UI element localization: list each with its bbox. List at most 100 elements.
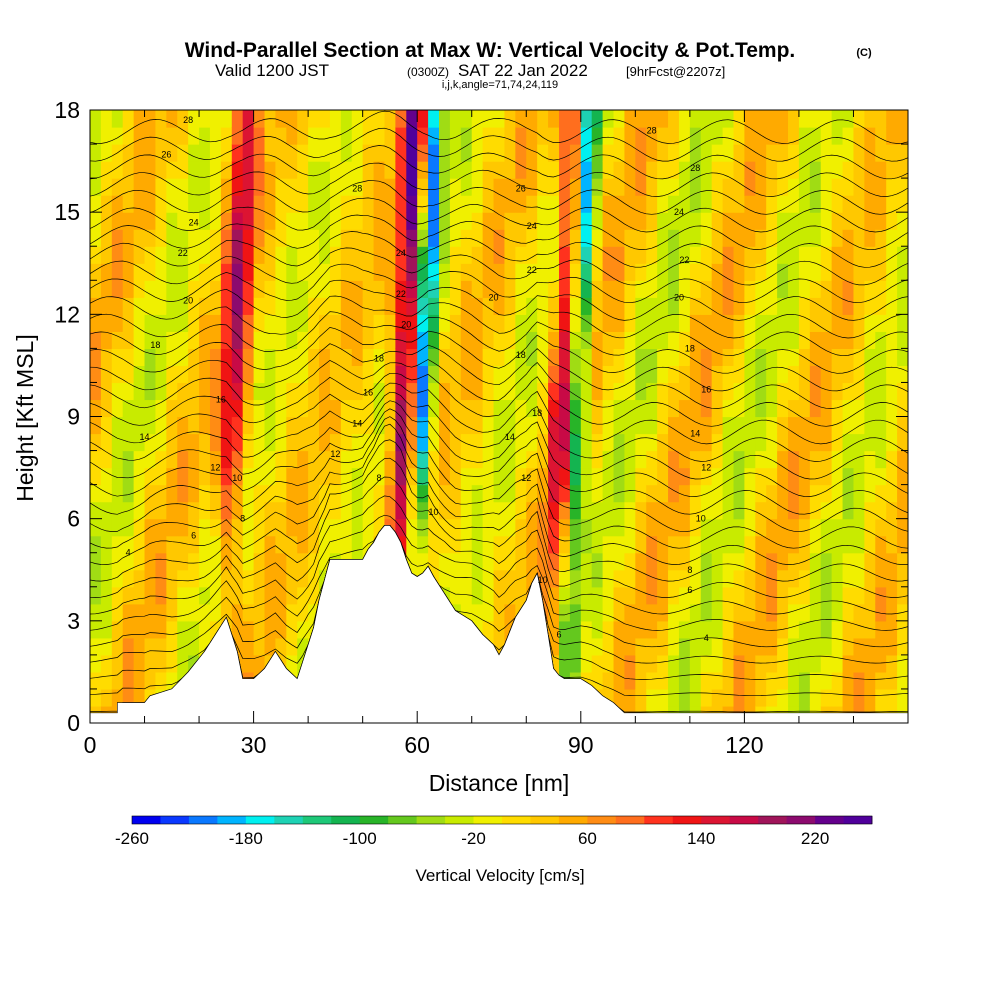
velocity-cell	[788, 637, 800, 656]
velocity-cell	[569, 569, 582, 588]
velocity-cell	[635, 348, 647, 367]
velocity-cell	[493, 518, 506, 537]
velocity-cell	[842, 654, 855, 673]
velocity-cell	[809, 688, 822, 707]
velocity-cell	[177, 586, 189, 605]
velocity-cell	[264, 569, 277, 588]
velocity-cell	[199, 127, 211, 145]
velocity-cell	[231, 382, 244, 401]
velocity-cell	[242, 484, 255, 503]
velocity-cell	[253, 195, 266, 213]
velocity-cell	[329, 467, 342, 486]
velocity-cell	[766, 433, 778, 452]
velocity-cell	[373, 433, 386, 452]
velocity-cell	[384, 433, 396, 452]
velocity-cell	[340, 263, 353, 281]
velocity-cell	[602, 178, 615, 196]
velocity-cell	[624, 229, 636, 247]
velocity-cell	[569, 331, 582, 349]
velocity-cell	[166, 280, 178, 298]
velocity-cell	[188, 314, 200, 332]
velocity-cell	[526, 467, 538, 486]
velocity-cell	[558, 416, 571, 435]
velocity-cell	[548, 127, 560, 145]
velocity-cell	[220, 246, 233, 264]
velocity-cell	[482, 399, 495, 418]
velocity-cell	[428, 161, 440, 179]
velocity-cell	[319, 280, 331, 298]
velocity-cell	[722, 416, 735, 435]
velocity-cell	[558, 314, 571, 332]
velocity-cell	[297, 450, 309, 469]
velocity-cell	[111, 467, 124, 486]
velocity-cell	[460, 535, 473, 554]
velocity-cell	[668, 144, 680, 162]
theta-contours	[90, 110, 908, 713]
velocity-cell	[820, 654, 833, 673]
velocity-cell	[264, 637, 277, 656]
velocity-cell	[362, 450, 375, 469]
velocity-cell	[177, 212, 189, 230]
velocity-cell	[809, 552, 822, 571]
velocity-cell	[657, 671, 669, 690]
velocity-cell	[373, 416, 386, 435]
velocity-cell	[777, 212, 789, 230]
velocity-cell	[188, 348, 200, 367]
velocity-cell	[689, 144, 702, 162]
velocity-cell	[308, 586, 320, 605]
velocity-cell	[591, 501, 604, 520]
velocity-cell	[373, 127, 386, 145]
velocity-cell	[504, 246, 516, 264]
velocity-cell	[646, 314, 658, 332]
velocity-cell	[635, 314, 647, 332]
velocity-cell	[100, 450, 113, 469]
velocity-cell	[820, 246, 833, 264]
velocity-cell	[646, 620, 658, 639]
velocity-cell	[362, 297, 375, 315]
velocity-cell	[155, 399, 167, 418]
velocity-cell	[340, 348, 353, 367]
velocity-cell	[373, 484, 386, 503]
velocity-cell	[439, 212, 451, 230]
velocity-cell	[602, 586, 615, 605]
velocity-cell	[90, 688, 102, 707]
velocity-cell	[199, 535, 211, 554]
velocity-cell	[209, 127, 222, 145]
velocity-cell	[777, 569, 789, 588]
velocity-cell	[646, 110, 658, 128]
velocity-cell	[548, 365, 560, 384]
velocity-cell	[886, 110, 898, 128]
velocity-cell	[602, 569, 615, 588]
contour-label: 8	[377, 473, 382, 483]
velocity-cell	[340, 297, 353, 315]
velocity-cell	[569, 586, 582, 605]
velocity-cell	[526, 127, 538, 145]
velocity-cell	[711, 331, 724, 349]
velocity-cell	[351, 382, 364, 401]
velocity-cell	[526, 433, 538, 452]
velocity-cell	[668, 416, 680, 435]
velocity-cell	[700, 144, 713, 162]
velocity-cell	[242, 586, 255, 605]
velocity-cell	[428, 314, 440, 332]
velocity-cell	[166, 637, 178, 656]
velocity-cell	[144, 620, 157, 639]
velocity-cell	[220, 365, 233, 384]
velocity-cell	[264, 195, 277, 213]
velocity-cell	[439, 365, 451, 384]
velocity-cell	[635, 297, 647, 315]
velocity-cell	[722, 127, 735, 145]
velocity-cell	[788, 280, 800, 298]
velocity-cell	[100, 246, 113, 264]
velocity-cell	[744, 654, 756, 673]
velocity-cell	[569, 382, 582, 401]
velocity-cell	[569, 212, 582, 230]
velocity-cell	[809, 229, 822, 247]
velocity-cell	[395, 212, 407, 230]
velocity-cell	[646, 229, 658, 247]
velocity-cell	[526, 416, 538, 435]
contour-label: 10	[232, 473, 242, 483]
velocity-cell	[548, 552, 560, 571]
velocity-cell	[809, 671, 822, 690]
velocity-cell	[177, 161, 189, 179]
